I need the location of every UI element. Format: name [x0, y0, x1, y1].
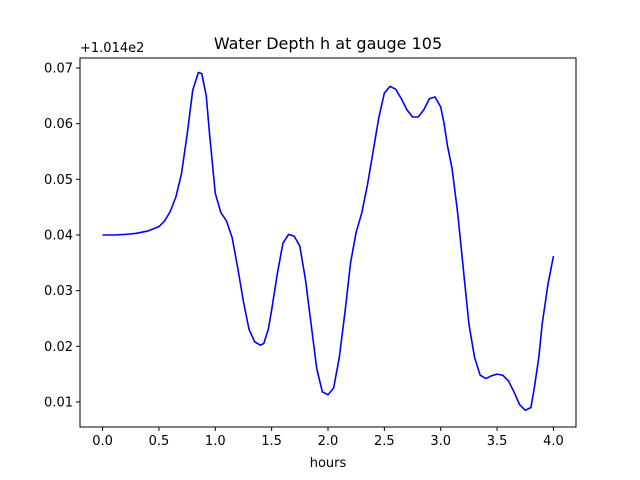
x-tick-label: 3.5: [487, 434, 508, 449]
x-tick-label: 1.5: [261, 434, 282, 449]
axis-ticks: 0.0 0.5 1.0 1.5 2.0 2.5 3.0 3.5 4.0 0.01 0.02 0.03 0…: [44, 62, 564, 449]
y-tick-label: 0.06: [44, 117, 73, 132]
y-tick-label: 0.07: [44, 62, 73, 77]
y-axis-offset-label: +1.014e2: [80, 41, 144, 56]
x-axis-label: hours: [310, 456, 347, 471]
y-tick-label: 0.01: [44, 395, 73, 410]
x-tick-label: 2.5: [374, 434, 395, 449]
x-tick-label: 2.0: [318, 434, 339, 449]
plot-area: [102, 71, 555, 412]
y-tick-label: 0.05: [44, 173, 73, 188]
chart-title: Water Depth h at gauge 105: [214, 34, 442, 53]
x-tick-label: 4.0: [543, 434, 564, 449]
y-tick-label: 0.02: [44, 340, 73, 355]
y-tick-label: 0.03: [44, 284, 73, 299]
x-tick-label: 1.0: [205, 434, 226, 449]
x-tick-label: 0.5: [149, 434, 170, 449]
y-tick-label: 0.04: [44, 228, 73, 243]
x-tick-label: 0.0: [92, 434, 113, 449]
series-line-0: [102, 71, 555, 412]
plot-frame: [79, 57, 577, 428]
x-tick-label: 3.0: [430, 434, 451, 449]
